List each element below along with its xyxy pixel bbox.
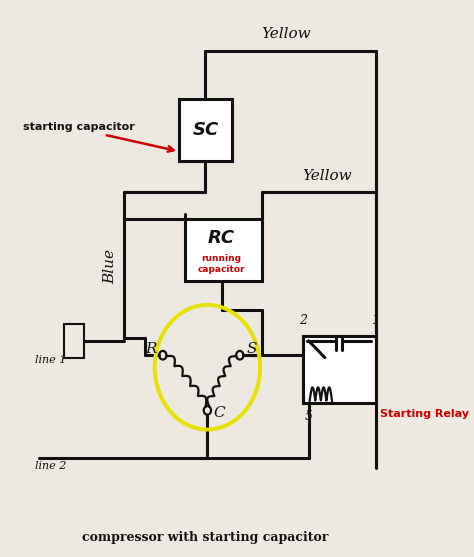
Text: starting capacitor: starting capacitor [23,123,135,133]
Bar [302,336,375,403]
Text: S: S [246,343,257,356]
Text: RC: RC [208,229,235,247]
Text: 5: 5 [305,411,313,423]
Text: 2: 2 [300,314,308,328]
Text: compressor with starting capacitor: compressor with starting capacitor [82,531,328,544]
Bar [64,324,84,358]
Text: line 1: line 1 [35,355,66,365]
Bar [179,99,232,161]
Text: running
capacitor: running capacitor [198,255,246,274]
Text: Blue: Blue [103,249,117,284]
Text: Yellow: Yellow [262,27,311,41]
Text: SC: SC [192,121,219,139]
Text: line 2: line 2 [35,461,66,471]
Text: R: R [146,343,157,356]
Text: Yellow: Yellow [302,169,352,183]
Bar [185,218,262,281]
Text: C: C [213,405,225,420]
Text: Starting Relay: Starting Relay [380,409,469,419]
Text: 1: 1 [371,314,379,328]
